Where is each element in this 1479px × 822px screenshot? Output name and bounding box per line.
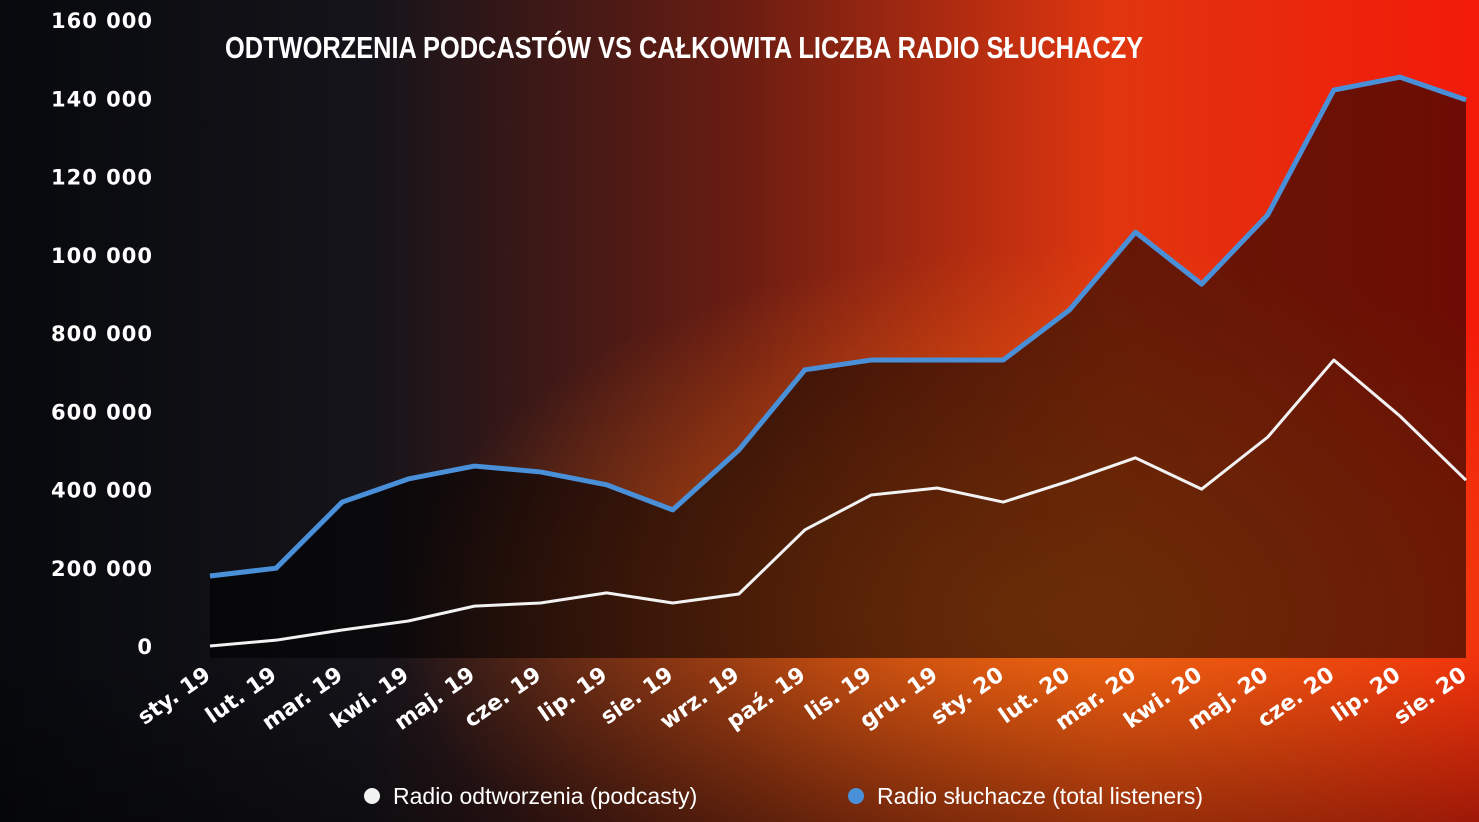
area bbox=[210, 77, 1466, 658]
line bbox=[209, 74, 1467, 579]
legend-marker bbox=[364, 788, 380, 804]
y-tick-label: 200 000 bbox=[51, 557, 153, 581]
line bbox=[209, 358, 1468, 648]
y-tick-label: 120 000 bbox=[51, 166, 153, 190]
y-tick-label: 100 000 bbox=[51, 244, 153, 268]
legend-label: Radio odtworzenia (podcasty) bbox=[393, 783, 697, 809]
y-tick-label: 400 000 bbox=[51, 479, 153, 503]
y-tick-label: 0 bbox=[137, 635, 153, 659]
y-tick-label: 140 000 bbox=[51, 87, 153, 111]
y-tick-label: 160 000 bbox=[51, 9, 153, 33]
legend-marker bbox=[848, 788, 864, 804]
chart-title: ODTWORZENIA PODCASTÓW VS CAŁKOWITA LICZB… bbox=[225, 31, 1143, 66]
y-tick-label: 600 000 bbox=[51, 400, 153, 424]
y-tick-label: 800 000 bbox=[51, 322, 153, 346]
legend-label: Radio słuchacze (total listeners) bbox=[877, 783, 1203, 809]
